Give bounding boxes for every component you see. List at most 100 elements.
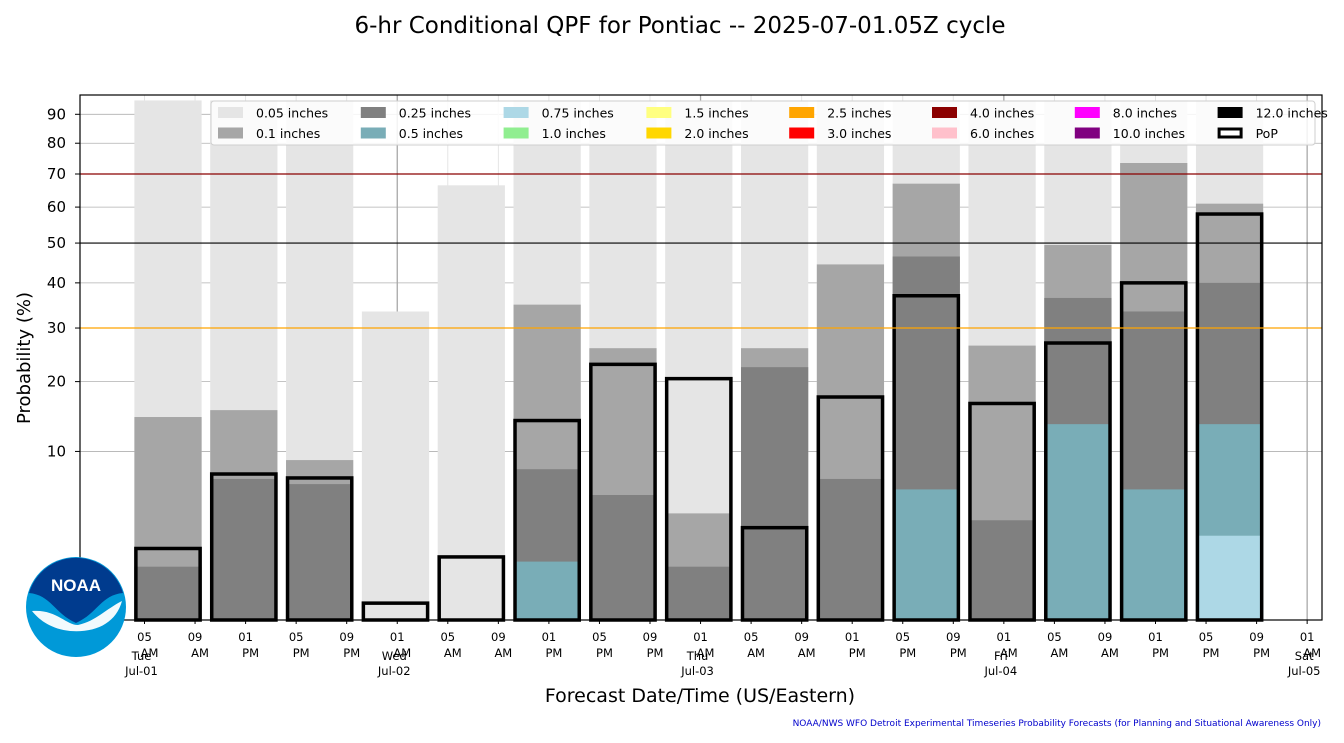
x-tick-date: Jul-04 <box>984 664 1018 678</box>
x-tick-hour: 05 <box>744 630 759 644</box>
x-tick-ampm: PM <box>647 646 664 660</box>
x-tick-hour: 01 <box>542 630 557 644</box>
bar-0-5-inches <box>1044 424 1112 620</box>
legend-label: 0.25 inches <box>399 106 471 121</box>
x-tick-hour: 09 <box>491 630 506 644</box>
x-tick-ampm: PM <box>596 646 613 660</box>
x-tick-ampm: AM <box>697 646 715 660</box>
x-tick-hour: 09 <box>794 630 809 644</box>
y-tick-label: 20 <box>47 373 66 391</box>
y-tick-label: 50 <box>47 234 66 252</box>
bar-0-05-inches <box>437 185 505 620</box>
x-tick-date: Jul-01 <box>124 664 158 678</box>
x-tick-date: Jul-02 <box>377 664 411 678</box>
legend-label: 2.5 inches <box>827 106 891 121</box>
x-tick-day: Sat <box>1295 649 1314 663</box>
x-tick-hour: 05 <box>1199 630 1214 644</box>
x-tick-hour: 01 <box>693 630 708 644</box>
x-tick-ampm: AM <box>747 646 765 660</box>
bar-0-25-inches <box>589 494 657 620</box>
x-axis-label: Forecast Date/Time (US/Eastern) <box>545 685 855 707</box>
x-tick-hour: 01 <box>238 630 253 644</box>
credit-text: NOAA/NWS WFO Detroit Experimental Timese… <box>793 719 1321 729</box>
x-tick-ampm: PM <box>899 646 916 660</box>
legend-swatch <box>789 127 815 139</box>
legend-swatch <box>503 127 529 139</box>
x-tick-day: Tue <box>131 649 152 663</box>
bar-0-25-inches <box>134 566 202 620</box>
legend-swatch <box>1074 107 1100 118</box>
bar-0-75-inches <box>1195 535 1264 620</box>
x-tick-hour: 09 <box>643 630 658 644</box>
x-tick-hour: 01 <box>1148 630 1163 644</box>
legend-label: 4.0 inches <box>970 106 1034 121</box>
y-tick-label: 60 <box>47 198 66 216</box>
x-tick-ampm: PM <box>343 646 360 660</box>
legend-swatch <box>218 107 243 118</box>
x-tick-ampm: AM <box>798 646 816 660</box>
legend-swatch <box>360 127 386 139</box>
x-tick-hour: 09 <box>946 630 961 644</box>
x-tick-ampm: AM <box>1051 646 1069 660</box>
x-tick-date: Jul-03 <box>680 664 714 678</box>
x-tick-ampm: AM <box>191 646 209 660</box>
x-tick-ampm: PM <box>242 646 259 660</box>
x-tick-ampm: PM <box>545 646 562 660</box>
legend-swatch <box>646 107 672 118</box>
bar-0-25-inches <box>816 478 885 620</box>
x-tick-ampm: AM <box>1000 646 1018 660</box>
x-tick-ampm: AM <box>444 646 462 660</box>
x-tick-hour: 01 <box>390 630 405 644</box>
x-tick-hour: 01 <box>997 630 1012 644</box>
x-tick-hour: 01 <box>1300 630 1315 644</box>
x-tick-hour: 09 <box>1098 630 1113 644</box>
x-tick-day: Wed <box>382 649 407 663</box>
x-tick-ampm: PM <box>1152 646 1169 660</box>
legend-swatch <box>218 127 243 139</box>
x-tick-day: Fri <box>994 649 1008 663</box>
bar-0-05-inches <box>361 311 430 620</box>
legend-label: 3.0 inches <box>827 126 891 141</box>
bar-0-5-inches <box>513 561 581 620</box>
bar-0-25-inches <box>210 478 278 620</box>
legend-swatch <box>932 127 957 139</box>
chart-title: 6-hr Conditional QPF for Pontiac -- 2025… <box>354 13 1005 39</box>
legend-label: 0.5 inches <box>399 126 463 141</box>
bar-0-25-inches <box>665 566 733 620</box>
x-tick-day: Thu <box>686 649 709 663</box>
legend-label: 1.0 inches <box>542 126 606 141</box>
x-tick-ampm: AM <box>141 646 159 660</box>
x-tick-hour: 05 <box>289 630 304 644</box>
legend-swatch <box>932 107 957 118</box>
x-tick-ampm: AM <box>494 646 512 660</box>
bar-0-25-inches <box>286 484 354 620</box>
bar-0-25-inches <box>740 367 809 620</box>
y-tick-label: 40 <box>47 274 66 292</box>
x-tick-ampm: PM <box>1253 646 1270 660</box>
x-tick-ampm: PM <box>1203 646 1220 660</box>
legend-swatch <box>503 107 529 118</box>
legend-label: 10.0 inches <box>1113 126 1185 141</box>
y-axis-label: Probability (%) <box>14 292 35 424</box>
legend-swatch <box>646 127 672 139</box>
bar-0-5-inches <box>1120 489 1188 620</box>
noaa-logo-text: NOAA <box>51 576 101 595</box>
x-tick-hour: 05 <box>895 630 910 644</box>
y-tick-label: 90 <box>47 105 66 123</box>
legend-box <box>210 100 1316 146</box>
y-tick-label: 30 <box>47 319 66 337</box>
x-tick-hour: 05 <box>440 630 455 644</box>
legend-label: 8.0 inches <box>1113 106 1177 121</box>
legend-label: 1.5 inches <box>684 106 748 121</box>
x-tick-hour: 05 <box>592 630 607 644</box>
x-tick-hour: 05 <box>1047 630 1062 644</box>
x-tick-ampm: PM <box>950 646 967 660</box>
legend-label: 0.05 inches <box>256 106 328 121</box>
legend-label: 0.75 inches <box>542 106 614 121</box>
x-tick-ampm: AM <box>1101 646 1119 660</box>
noaa-logo: NOAA <box>26 557 126 657</box>
legend-label: PoP <box>1256 126 1279 141</box>
y-tick-label: 80 <box>47 134 66 152</box>
x-tick-hour: 09 <box>339 630 354 644</box>
